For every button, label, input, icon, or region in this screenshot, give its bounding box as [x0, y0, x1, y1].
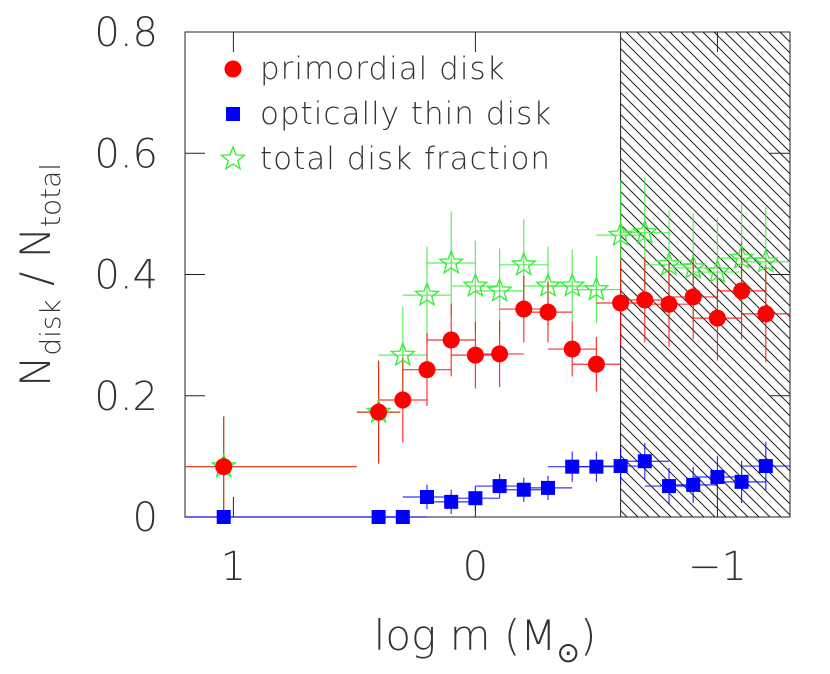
point	[541, 480, 555, 495]
point	[563, 340, 581, 358]
point	[612, 294, 630, 312]
point	[438, 249, 465, 275]
point	[565, 459, 580, 474]
point	[559, 272, 586, 298]
point	[684, 288, 702, 306]
point	[394, 391, 412, 409]
legend-label: optically thin disk	[260, 96, 552, 132]
point	[583, 275, 610, 301]
point	[444, 494, 459, 509]
point	[418, 361, 436, 379]
point	[636, 291, 654, 309]
point	[395, 510, 410, 524]
x-axis-label: log m (M⊙)	[374, 611, 597, 669]
x-tick-label: 1	[221, 544, 246, 590]
point	[710, 469, 725, 484]
point	[757, 305, 775, 323]
y-tick-label: 0.2	[94, 374, 158, 420]
point	[655, 250, 683, 277]
point	[607, 221, 634, 247]
point	[371, 510, 386, 524]
point	[613, 459, 628, 474]
point	[752, 247, 779, 274]
point	[491, 345, 509, 363]
legend-marker	[219, 145, 247, 171]
legend-marker	[224, 60, 242, 78]
point	[680, 253, 707, 279]
point	[686, 477, 701, 492]
y-label-sub: total	[34, 163, 67, 227]
point	[466, 346, 484, 364]
point	[442, 331, 460, 349]
point	[587, 355, 605, 373]
point	[708, 309, 726, 327]
point	[486, 277, 513, 303]
point	[516, 482, 531, 497]
legend-label: total disk fraction	[260, 141, 551, 177]
y-tick-label: 0	[133, 495, 158, 541]
shaded-region	[620, 32, 790, 517]
point	[728, 244, 755, 270]
point	[515, 300, 533, 318]
point	[539, 303, 557, 321]
point	[662, 479, 676, 494]
legend-marker	[226, 107, 240, 121]
point	[468, 491, 483, 506]
y-tick-label: 0.8	[94, 10, 158, 56]
point	[389, 341, 416, 367]
point	[637, 454, 652, 469]
y-label-main: N	[11, 356, 60, 387]
point	[510, 250, 537, 277]
point	[589, 459, 604, 474]
y-label-sub: disk	[34, 299, 67, 355]
point	[534, 272, 562, 298]
x-tick-label: 0	[463, 544, 488, 590]
point	[215, 458, 233, 476]
point	[462, 272, 489, 298]
point	[631, 218, 658, 244]
x-label-end: )	[580, 611, 596, 660]
point	[413, 281, 441, 307]
point	[370, 403, 388, 421]
x-label-main: log m (M	[374, 611, 557, 660]
y-tick-label: 0.4	[94, 253, 158, 299]
x-label-sub: ⊙	[556, 636, 579, 669]
point	[420, 489, 434, 504]
legend-label: primordial disk	[260, 51, 506, 87]
point	[733, 282, 751, 300]
y-axis-label: Ndisk / Ntotal	[11, 163, 67, 387]
x-tick-label: −1	[688, 544, 747, 590]
y-tick-label: 0.6	[94, 131, 158, 177]
point	[216, 510, 231, 524]
y-label-main: / N	[11, 227, 60, 299]
point	[704, 258, 731, 284]
point	[758, 459, 773, 474]
point	[734, 474, 749, 489]
point	[660, 295, 678, 313]
point	[492, 479, 507, 494]
